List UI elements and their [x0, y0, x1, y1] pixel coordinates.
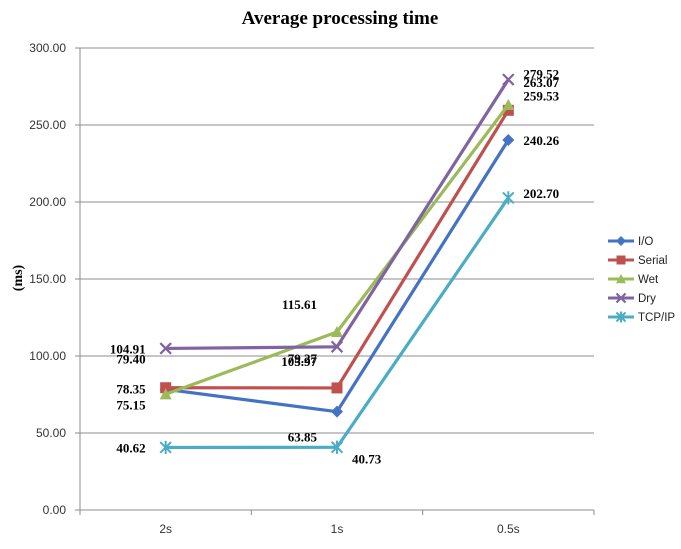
data-label-serial: 79.27: [288, 351, 318, 366]
legend-swatch-marker-tcp-ip: [615, 311, 627, 323]
legend-swatch-marker-wet: [616, 274, 626, 284]
legend-swatch-marker-dry: [615, 292, 627, 304]
data-label-wet: 115.61: [282, 297, 317, 312]
data-label-wet: 263.07: [523, 75, 559, 90]
data-point-tcp-ip: [330, 440, 344, 454]
axes: 0.00 50.00 100.00 150.00 200.00 250.00 300.00 2…: [29, 41, 595, 536]
data-point-serial: [331, 382, 343, 394]
data-point-i-o: [502, 133, 515, 146]
data-label-tcp-ip: 40.62: [116, 440, 145, 455]
chart-title: Average processing time: [242, 8, 439, 29]
legend-label-serial: Serial: [638, 255, 667, 267]
y-tick-label: 300.00: [29, 41, 66, 55]
data-point-tcp-ip: [502, 191, 515, 205]
data-label-dry: 279.52: [523, 67, 559, 82]
y-tick-label: 150.00: [29, 272, 66, 286]
data-label-tcp-ip: 202.70: [523, 186, 559, 201]
data-label-tcp-ip: 40.73: [352, 451, 382, 466]
data-label-i-o: 240.26: [523, 133, 559, 148]
y-tick-label: 100.00: [29, 349, 66, 363]
data-point-wet: [502, 98, 515, 110]
legend-swatch-marker-serial: [616, 255, 626, 265]
data-point-dry: [330, 340, 344, 353]
y-tick-label: 250.00: [29, 118, 66, 132]
data-point-wet: [159, 388, 172, 400]
data-label-dry: 105.97: [281, 354, 317, 369]
data-point-serial: [502, 104, 514, 116]
data-label-wet: 75.15: [116, 397, 146, 412]
gridlines: [80, 47, 594, 434]
y-axis-label: (ms): [11, 264, 26, 291]
x-tick-label: 1s: [331, 522, 344, 536]
data-label-i-o: 78.35: [116, 381, 146, 396]
data-label-serial: 259.53: [523, 88, 559, 103]
data-point-serial: [160, 382, 172, 394]
data-label-dry: 104.91: [110, 341, 146, 356]
series-lines: [159, 73, 515, 455]
y-tick-label: 50.00: [36, 426, 66, 440]
data-point-tcp-ip: [159, 440, 172, 455]
data-labels: 78.35 63.85 240.26 79.40 79.27 259.53 75.15 115…: [110, 67, 560, 467]
legend-label-tcp-ip: TCP/IP: [638, 312, 675, 324]
legend-label-wet: Wet: [638, 274, 659, 286]
data-label-serial: 79.40: [116, 352, 145, 367]
x-tick-label: 0.5s: [497, 522, 520, 536]
x-tick-label: 2s: [159, 522, 172, 536]
legend-label-dry: Dry: [638, 293, 656, 305]
data-point-dry: [502, 73, 515, 86]
data-label-i-o: 63.85: [288, 430, 318, 445]
legend-label-i-o: I/O: [638, 236, 653, 248]
y-tick-label: 0.00: [43, 503, 67, 517]
data-point-wet: [331, 325, 343, 338]
legend: I/O Serial Wet Dry TCP/IP: [608, 236, 675, 324]
data-point-dry: [159, 342, 172, 355]
y-tick-label: 200.00: [29, 195, 66, 209]
data-point-i-o: [331, 405, 343, 418]
legend-swatch-marker-i-o: [616, 236, 626, 246]
